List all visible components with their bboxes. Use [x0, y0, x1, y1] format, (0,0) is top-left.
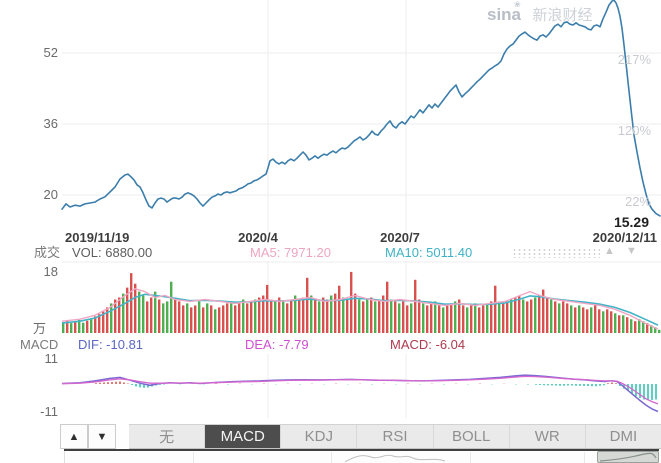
slider-zoom-out-icon[interactable]: ▼: [626, 245, 637, 257]
volume-axis-top: 18: [43, 264, 58, 279]
pct-axis-tick-217: 217%: [617, 52, 651, 67]
tab-macd[interactable]: MACD: [204, 425, 281, 448]
bottom-panel-divider: [193, 452, 194, 463]
sina-finance-watermark: sina ❀ 新浪财经: [487, 0, 593, 25]
tab-kdj[interactable]: KDJ: [280, 425, 357, 448]
date-tick-end: 2020/12/11: [592, 230, 657, 245]
macd-dea-value: DEA: -7.79: [245, 337, 309, 352]
tab-boll[interactable]: BOLL: [432, 425, 509, 448]
volume-chart: [61, 261, 661, 334]
volume-ma5-value: MA5: 7971.20: [250, 245, 331, 260]
pct-axis-tick-22: 22%: [624, 194, 651, 209]
volume-ma10-value: MA10: 5011.40: [385, 245, 473, 260]
macd-axis-top: 11: [44, 351, 59, 366]
last-price-label: 15.29: [613, 214, 649, 230]
slider-zoom-in-icon[interactable]: ▲: [604, 245, 615, 257]
scroll-up-button[interactable]: ▲: [60, 424, 88, 449]
date-tick-start: 2019/11/19: [65, 230, 130, 245]
macd-panel-label: MACD: [20, 337, 59, 352]
price-axis-tick-20: 20: [43, 187, 58, 202]
minimap-sketch: [345, 454, 446, 463]
macd-chart: [61, 354, 659, 418]
tab-dmi[interactable]: DMI: [584, 425, 661, 448]
macd-hist-value: MACD: -6.04: [390, 337, 466, 352]
minimap-thumbnail[interactable]: [597, 451, 659, 463]
scroll-down-button[interactable]: ▼: [88, 424, 116, 449]
volume-panel-label: 成交: [34, 245, 61, 260]
macd-axis-bottom: -11: [40, 404, 58, 419]
range-slider-handle[interactable]: [512, 248, 600, 258]
tab-rsi[interactable]: RSI: [356, 425, 433, 448]
pct-axis-tick-120: 120%: [617, 123, 651, 138]
price-axis-tick-36: 36: [43, 116, 58, 131]
indicator-tabs: 无 MACD KDJ RSI BOLL WR DMI: [129, 424, 661, 449]
volume-axis-unit: 万: [33, 321, 47, 336]
indicator-tab-bar: ▲ ▼ 无 MACD KDJ RSI BOLL WR DMI: [0, 424, 661, 450]
sina-logo: sina: [487, 5, 522, 24]
macd-dif-value: DIF: -10.81: [78, 337, 144, 352]
bottom-panel-divider: [331, 452, 332, 463]
price-chart[interactable]: [0, 0, 661, 232]
panel-divider: [64, 449, 659, 451]
minimap-curve: [599, 452, 657, 462]
sina-logo-flower-icon: ❀: [514, 0, 521, 9]
price-axis-tick-52: 52: [43, 45, 58, 60]
volume-value: VOL: 6880.00: [72, 245, 153, 260]
watermark-text: 新浪财经: [532, 7, 593, 24]
bottom-panel-divider: [584, 452, 585, 463]
tab-none[interactable]: 无: [129, 425, 205, 448]
tab-wr[interactable]: WR: [508, 425, 585, 448]
date-tick-2020-7: 2020/7: [380, 230, 420, 245]
date-tick-2020-4: 2020/4: [238, 230, 278, 245]
bottom-panel-divider: [470, 452, 471, 463]
